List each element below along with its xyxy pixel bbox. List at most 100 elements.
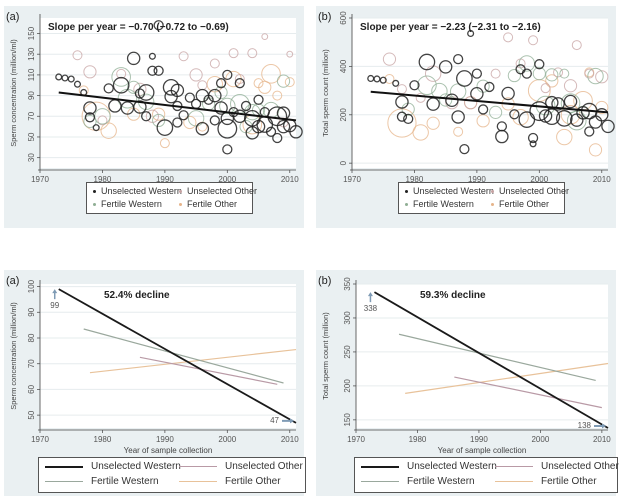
data-point (172, 117, 183, 128)
x-tick-label: 2010 (281, 175, 299, 184)
data-point (470, 86, 484, 101)
y-tick-label: 200 (339, 108, 348, 122)
y-tick-label: 350 (343, 277, 352, 291)
x-tick-label: 1970 (343, 175, 361, 184)
data-point (543, 108, 561, 126)
legend-item-unselected-western: Unselected Western (361, 461, 497, 472)
data-point (84, 112, 96, 123)
data-point (272, 90, 283, 101)
x-tick-label: 1970 (31, 435, 49, 444)
x-tick-label: 2000 (531, 435, 549, 444)
data-point (588, 143, 603, 157)
data-point (133, 100, 147, 114)
panel-label: (a) (6, 275, 19, 287)
y-tick-label: 130 (27, 47, 36, 61)
start-arrow-head-icon (367, 292, 373, 297)
series-line (83, 328, 284, 384)
x-axis-title: Year of sample collection (124, 446, 213, 455)
y-tick-label: 100 (27, 279, 36, 293)
data-point (453, 126, 464, 137)
data-point (477, 104, 489, 115)
data-point (379, 76, 387, 84)
x-tick-label: 1990 (468, 175, 486, 184)
y-tick-label: 90 (27, 91, 36, 100)
data-point (509, 109, 520, 120)
data-point (284, 77, 295, 88)
data-point (261, 64, 281, 84)
data-point (83, 65, 97, 79)
data-point (501, 86, 515, 101)
data-point (392, 79, 400, 87)
legend-item-unselected-western: Unselected Western (45, 461, 181, 472)
data-point (233, 109, 247, 124)
data-point (178, 110, 189, 121)
legend-label: Unselected Other (499, 186, 570, 196)
data-point (595, 70, 609, 84)
data-point (489, 105, 503, 119)
legend-label: Unselected Western (413, 186, 494, 196)
data-point (409, 80, 420, 91)
data-point (83, 114, 97, 129)
data-point (556, 128, 573, 146)
data-point (438, 60, 453, 74)
legend-label: Fertile Western (91, 476, 159, 487)
y-tick-label: 60 (27, 384, 36, 393)
data-point (286, 50, 294, 58)
data-point (452, 53, 464, 65)
data-point (545, 68, 559, 82)
legend-top-a: Unselected Western Unselected Other Fert… (86, 182, 257, 214)
data-point (476, 114, 490, 128)
legend-top-b: Unselected Western Unselected Other Fert… (398, 182, 569, 214)
data-point (464, 96, 478, 110)
slope-annotation: Slope per year = −2.23 (−2.31 to −2.16) (360, 22, 541, 33)
y-tick-label: 70 (27, 359, 36, 368)
panel-label: (a) (6, 11, 19, 23)
data-point (540, 83, 551, 94)
data-point (471, 68, 483, 79)
trend-line (370, 90, 609, 114)
data-point (456, 70, 473, 87)
legend-label: Unselected Western (101, 186, 182, 196)
legend-bottom-b: Unselected Western Unselected Other Fert… (354, 457, 619, 493)
data-point (189, 68, 203, 82)
slope-annotation: Slope per year = −0.70 (−0.72 to −0.69) (48, 22, 229, 33)
data-point (209, 115, 220, 126)
data-point (215, 78, 227, 89)
data-point (116, 68, 127, 79)
end-arrow-head-icon (602, 423, 606, 429)
data-point (467, 29, 475, 38)
chart-svg-top-a: 3050709011013015019701980199020002010Yea… (6, 11, 303, 195)
data-point (563, 94, 578, 109)
data-point (529, 140, 537, 148)
legend-marker (179, 202, 182, 206)
chart-svg-top-b: 020040060019701980199020002010Year of sa… (318, 11, 615, 195)
panel-label: (b) (318, 11, 331, 23)
y-tick-label: 110 (27, 68, 36, 81)
y-axis-title: Sperm concentration (million/ml) (9, 302, 18, 410)
legend-label: Fertile Western (101, 199, 162, 209)
legend-label: Fertile Western (413, 199, 474, 209)
data-point (170, 83, 185, 98)
data-point (418, 53, 436, 71)
data-point (156, 119, 174, 137)
data-point (178, 51, 189, 62)
data-point (219, 97, 236, 115)
series-line (89, 348, 297, 374)
legend-marker (491, 202, 494, 206)
data-point (412, 124, 429, 141)
data-point (153, 20, 164, 31)
y-tick-label: 50 (27, 410, 36, 419)
data-point (240, 100, 252, 112)
data-point (140, 111, 152, 122)
start-value-label: 99 (50, 301, 59, 310)
series-line (139, 356, 278, 385)
legend-item-unselected-other: Unselected Other (495, 461, 619, 472)
data-point (276, 74, 291, 88)
data-point (148, 52, 156, 60)
data-point (451, 110, 465, 124)
legend-item-unselected-western: Unselected Western (93, 186, 182, 196)
data-point (222, 144, 233, 155)
data-point (228, 48, 239, 59)
data-point (92, 124, 100, 132)
legend-line (361, 481, 399, 482)
